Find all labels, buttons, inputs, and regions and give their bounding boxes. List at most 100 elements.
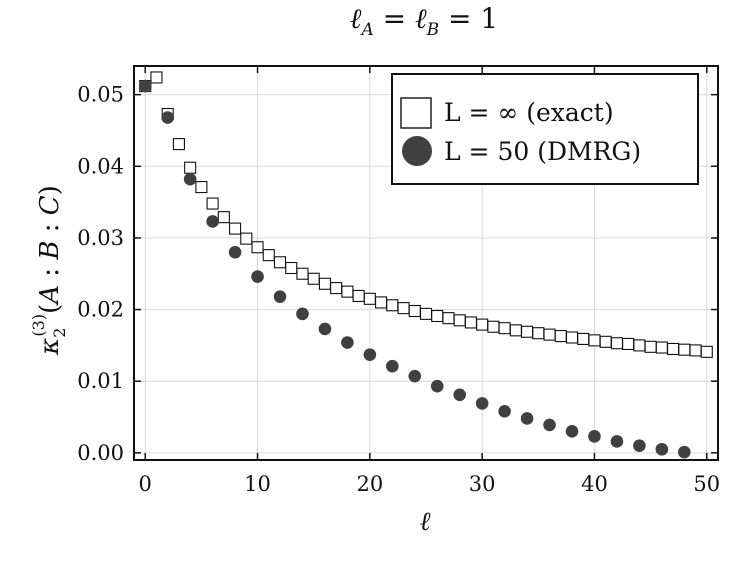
title-eq-1: = xyxy=(374,2,415,35)
exact-point xyxy=(386,299,399,312)
exact-point xyxy=(700,345,713,358)
ylabel-colon-1: : xyxy=(35,260,65,285)
dmrg-point xyxy=(206,215,219,228)
exact-point xyxy=(397,302,410,315)
exact-point xyxy=(464,316,477,329)
exact-point xyxy=(217,211,230,224)
y-tick-label: 0.05 xyxy=(77,83,124,107)
exact-point xyxy=(229,222,242,235)
dmrg-point xyxy=(318,322,332,336)
legend-marker-dmrg xyxy=(402,136,432,166)
exact-point xyxy=(521,325,534,338)
ylabel-b: B xyxy=(35,241,65,261)
exact-point xyxy=(667,342,680,356)
dmrg-point xyxy=(138,79,152,93)
exact-point xyxy=(588,334,601,347)
ylabel-colon-2: : xyxy=(35,215,65,240)
exact-point xyxy=(431,309,444,323)
x-tick-label: 40 xyxy=(581,472,608,496)
dmrg-point xyxy=(363,348,377,361)
exact-point xyxy=(565,331,579,344)
dmrg-point xyxy=(228,245,242,259)
title-ell-a: ℓ xyxy=(350,2,362,35)
ylabel-sub: 2 xyxy=(50,328,69,338)
y-tick-label: 0.00 xyxy=(77,441,124,465)
title-ell-b: ℓ xyxy=(415,2,427,35)
exact-point xyxy=(285,261,298,275)
exact-point xyxy=(622,337,635,350)
ylabel-sup: (3) xyxy=(29,314,48,337)
exact-point xyxy=(363,292,376,305)
exact-point xyxy=(307,272,320,285)
y-tick-label: 0.01 xyxy=(77,369,124,393)
legend: L = ∞ (exact) L = 50 (DMRG) xyxy=(391,73,699,185)
dmrg-point xyxy=(678,445,691,459)
exact-point xyxy=(577,332,590,345)
exact-point xyxy=(453,314,466,327)
exact-point xyxy=(644,340,657,353)
dmrg-point xyxy=(520,412,534,425)
dmrg-point xyxy=(565,425,579,438)
dmrg-point xyxy=(430,379,444,393)
exact-point xyxy=(633,339,646,352)
x-tick-label: 0 xyxy=(139,472,152,496)
dmrg-point xyxy=(610,435,624,448)
x-tick-label: 30 xyxy=(469,472,496,496)
exact-point xyxy=(318,277,331,290)
exact-point xyxy=(195,181,208,194)
y-tick-label: 0.02 xyxy=(77,298,124,322)
dmrg-point xyxy=(633,439,646,452)
exact-point xyxy=(498,322,511,335)
title-sub-b: B xyxy=(426,20,440,40)
legend-label-exact: L = ∞ (exact) xyxy=(444,98,614,127)
exact-point xyxy=(296,267,309,280)
exact-point xyxy=(273,256,287,269)
exact-point xyxy=(487,320,500,333)
exact-point xyxy=(251,241,264,254)
exact-point xyxy=(689,344,702,357)
dmrg-point xyxy=(543,418,556,432)
x-tick-label: 20 xyxy=(356,472,383,496)
ticks xyxy=(134,66,718,460)
y-axis-label: κ2(3)(A : B : C) xyxy=(29,185,69,356)
exact-point xyxy=(330,282,343,295)
plot-frame xyxy=(133,65,719,461)
exact-point xyxy=(352,289,365,303)
exact-point xyxy=(408,304,421,318)
dmrg-point xyxy=(655,442,669,456)
dmrg-point xyxy=(251,270,264,283)
exact-point xyxy=(150,71,163,84)
dmrg-point xyxy=(386,359,399,373)
dmrg-point xyxy=(273,290,287,303)
dmrg-point xyxy=(161,111,174,124)
title-eq-2: = 1 xyxy=(439,2,498,35)
x-tick-label: 50 xyxy=(693,472,720,496)
x-axis-label: ℓ xyxy=(420,507,431,537)
series-dmrg xyxy=(138,79,691,459)
dmrg-point xyxy=(453,388,466,402)
dmrg-point xyxy=(183,172,197,186)
exact-point xyxy=(172,138,185,151)
dmrg-point xyxy=(408,369,422,383)
ylabel-a: A xyxy=(35,285,65,306)
exact-point xyxy=(184,161,197,174)
exact-point xyxy=(206,197,219,210)
title-sub-a: A xyxy=(359,20,373,40)
y-tick-label: 0.04 xyxy=(77,154,124,178)
legend-marker-exact xyxy=(400,97,432,129)
exact-point xyxy=(610,337,623,350)
y-tick-label: 0.03 xyxy=(77,226,124,250)
exact-point xyxy=(509,324,522,337)
exact-point xyxy=(419,307,433,320)
dmrg-point xyxy=(341,336,354,349)
dmrg-point xyxy=(588,430,601,443)
exact-point xyxy=(655,341,668,354)
exact-point xyxy=(442,312,455,325)
dmrg-point xyxy=(296,307,309,321)
exact-point xyxy=(341,285,354,298)
x-tick-label: 10 xyxy=(244,472,271,496)
legend-label-dmrg: L = 50 (DMRG) xyxy=(444,137,641,166)
exact-point xyxy=(476,318,489,331)
dmrg-point xyxy=(498,404,511,418)
